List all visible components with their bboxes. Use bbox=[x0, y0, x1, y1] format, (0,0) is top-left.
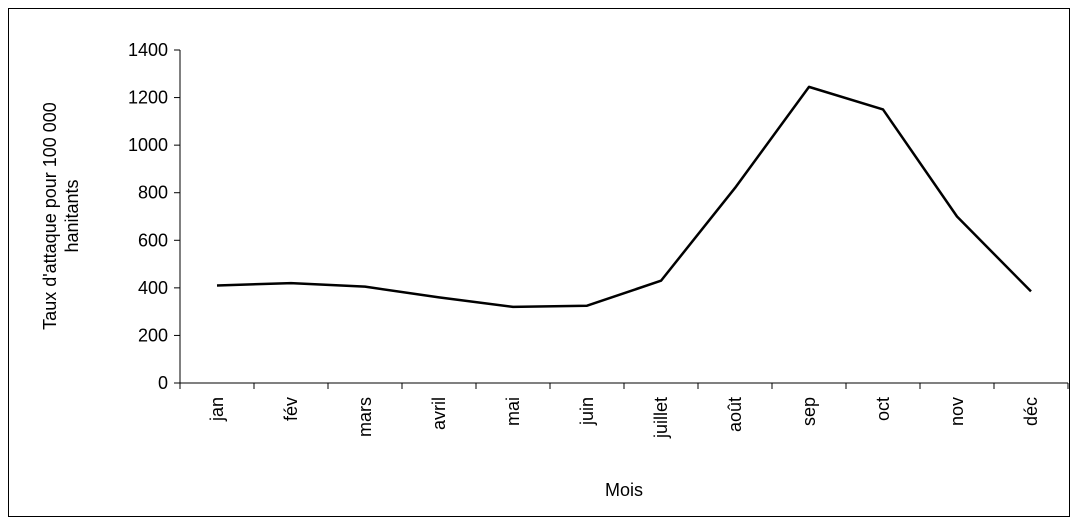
x-axis-label: Mois bbox=[605, 480, 643, 500]
x-tick-label: fév bbox=[281, 397, 301, 421]
y-tick-label: 1200 bbox=[128, 88, 168, 108]
x-tick-label: déc bbox=[1021, 397, 1041, 426]
chart-border bbox=[8, 8, 1070, 517]
x-tick-label: nov bbox=[947, 397, 967, 426]
x-tick-label: mai bbox=[503, 397, 523, 426]
y-tick-label: 0 bbox=[158, 373, 168, 393]
x-tick-label: juin bbox=[577, 397, 597, 426]
x-tick-label: mars bbox=[355, 397, 375, 437]
y-tick-label: 600 bbox=[138, 230, 168, 250]
data-line bbox=[216, 85, 1032, 309]
y-tick-label: 400 bbox=[138, 278, 168, 298]
x-tick-label: sep bbox=[799, 397, 819, 426]
y-tick-label: 200 bbox=[138, 325, 168, 345]
x-tick-label: août bbox=[725, 397, 745, 432]
x-tick-label: jan bbox=[207, 397, 227, 422]
y-axis-label: hanitants bbox=[62, 179, 82, 252]
y-tick-label: 800 bbox=[138, 183, 168, 203]
y-tick-label: 1000 bbox=[128, 135, 168, 155]
y-axis-label: Taux d'attaque pour 100 000 bbox=[40, 102, 60, 330]
x-tick-label: oct bbox=[873, 397, 893, 421]
y-tick-label: 1400 bbox=[128, 40, 168, 60]
x-tick-label: avril bbox=[429, 397, 449, 430]
x-tick-label: juillet bbox=[651, 397, 671, 439]
